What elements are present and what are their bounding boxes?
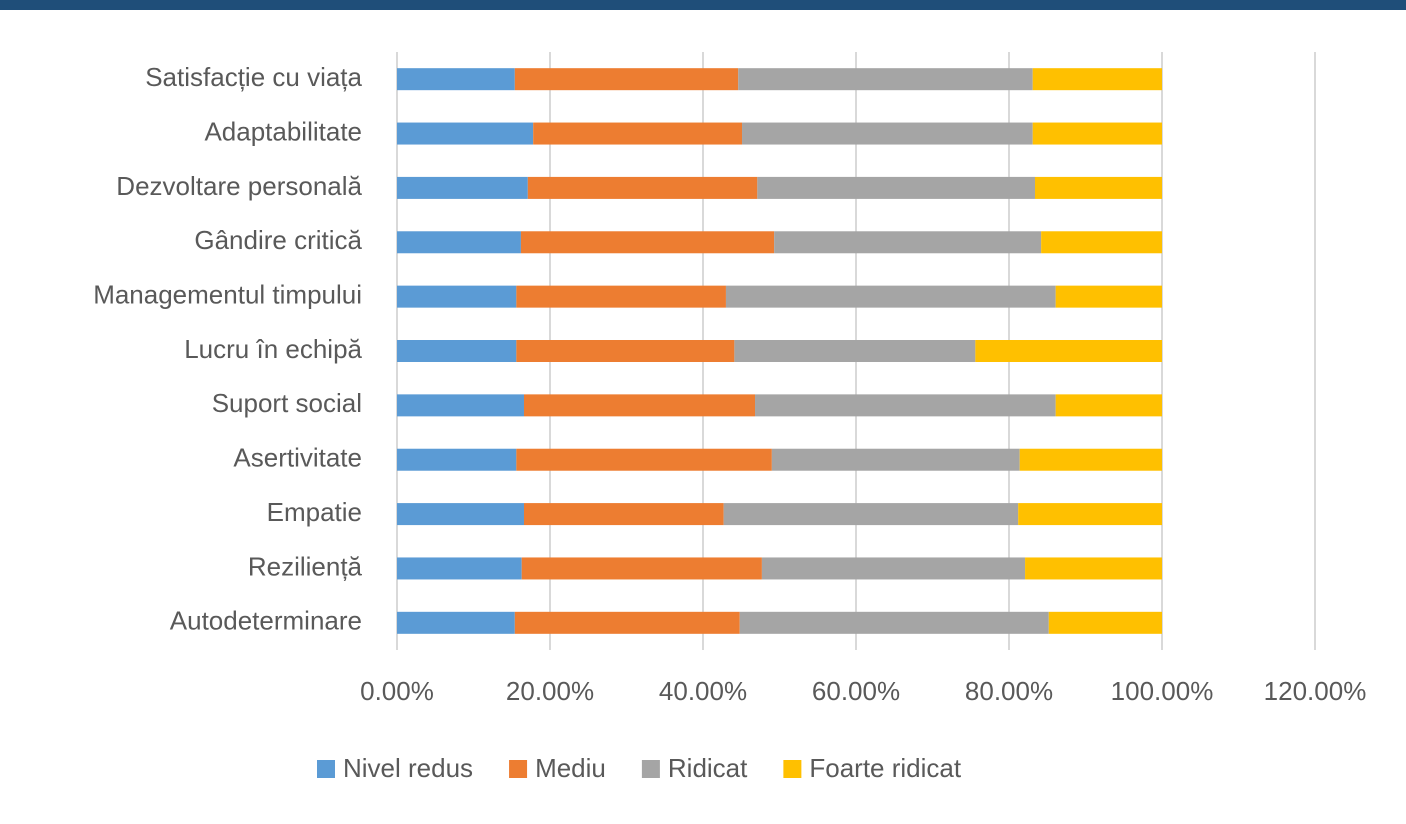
bar-segment (1025, 557, 1162, 580)
y-tick-label: Satisfacție cu viața (145, 62, 362, 92)
bar-segment (761, 557, 1026, 580)
bar-segment (397, 231, 521, 254)
y-tick-label: Autodeterminare (170, 606, 362, 636)
bar-segment (1032, 122, 1162, 145)
bar-segment (514, 68, 739, 91)
bar-segment (734, 340, 976, 362)
y-tick-label: Adaptabilitate (204, 116, 362, 146)
bar-segment (755, 394, 1056, 417)
bar-segment (738, 68, 1033, 91)
legend-swatch (509, 760, 528, 778)
bar-segment (742, 122, 1033, 145)
bar-segment (516, 285, 726, 308)
bar-segment (523, 394, 756, 417)
legend-swatch (783, 760, 802, 778)
y-tick-label: Asertivitate (233, 443, 362, 473)
bar-segment (397, 557, 522, 580)
x-tick-label: 80.00% (965, 676, 1053, 706)
x-tick-label: 120.00% (1264, 676, 1367, 706)
bar-segment (397, 394, 524, 417)
legend-swatch (641, 760, 660, 778)
y-tick-label: Lucru în echipă (184, 334, 362, 364)
bar-segment (771, 448, 1020, 471)
bar-segment (397, 448, 517, 471)
bar-segment (397, 503, 524, 526)
bar-segment (533, 122, 743, 145)
bar-segment (723, 503, 1019, 526)
bar-segment (1032, 68, 1162, 91)
legend-label: Nivel redus (343, 753, 473, 783)
bar-segment (397, 285, 517, 308)
bar-segment (523, 503, 724, 526)
x-tick-label: 0.00% (360, 676, 434, 706)
bar-segment (397, 122, 534, 145)
bar-segment (516, 340, 735, 362)
x-tick-label: 60.00% (812, 676, 900, 706)
bar-segment (975, 340, 1162, 362)
legend-label: Ridicat (668, 753, 748, 783)
bar-segment (397, 68, 515, 91)
bar-segment (1048, 611, 1162, 634)
bar-segment (397, 611, 515, 634)
y-tick-label: Managementul timpului (93, 280, 362, 310)
bar-segment (520, 231, 775, 254)
y-tick-label: Empatie (267, 497, 362, 527)
bar-segment (1041, 231, 1162, 254)
bar-segment (521, 557, 762, 580)
bar-segment (514, 611, 740, 634)
bar-segment (1019, 448, 1162, 471)
bar-segment (1035, 176, 1162, 199)
bar-segment (527, 176, 758, 199)
bar-segment (757, 176, 1036, 199)
y-tick-label: Dezvoltare personală (116, 171, 362, 201)
legend-label: Mediu (535, 753, 606, 783)
x-tick-label: 100.00% (1111, 676, 1214, 706)
legend-swatch (317, 760, 335, 778)
y-tick-label: Gândire critică (194, 225, 362, 255)
bar-segment (1018, 503, 1162, 526)
bar-segment (397, 340, 517, 362)
bar-segment (516, 448, 772, 471)
header-bar (0, 0, 1406, 10)
bar-segment (1055, 394, 1162, 417)
bar-segment (725, 285, 1056, 308)
bar-segment (774, 231, 1042, 254)
y-tick-label: Reziliență (248, 551, 363, 581)
bar-segment (397, 176, 528, 199)
x-tick-label: 20.00% (506, 676, 594, 706)
bar-segment (739, 611, 1049, 634)
x-tick-label: 40.00% (659, 676, 747, 706)
y-tick-label: Suport social (212, 388, 362, 418)
bar-segment (1055, 285, 1162, 308)
legend-label: Foarte ridicat (809, 753, 961, 783)
